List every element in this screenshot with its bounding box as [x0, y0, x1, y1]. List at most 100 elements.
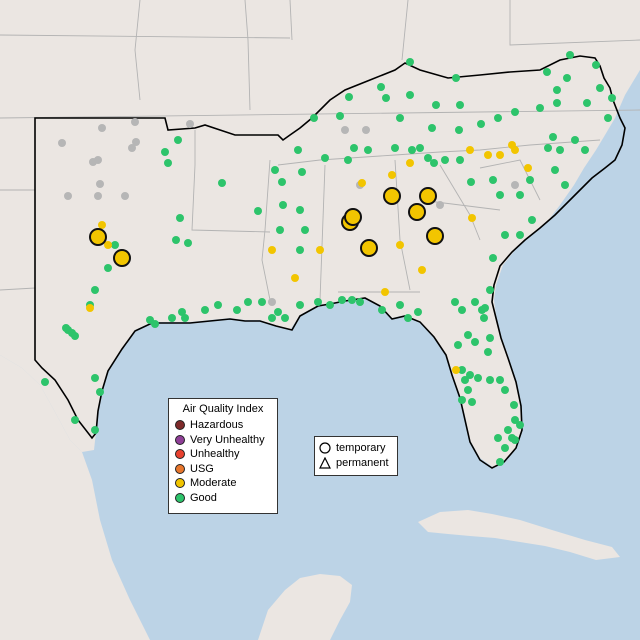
good-monitor-point[interactable]: [176, 214, 184, 222]
good-monitor-point[interactable]: [561, 181, 569, 189]
good-monitor-point[interactable]: [516, 191, 524, 199]
good-monitor-point[interactable]: [404, 314, 412, 322]
good-monitor-point[interactable]: [526, 176, 534, 184]
good-monitor-point[interactable]: [496, 191, 504, 199]
moderate-monitor-point[interactable]: [468, 214, 476, 222]
good-monitor-point[interactable]: [278, 178, 286, 186]
good-monitor-point[interactable]: [452, 74, 460, 82]
temporary-monitor-point[interactable]: [344, 208, 362, 226]
moderate-monitor-point[interactable]: [418, 266, 426, 274]
moderate-monitor-point[interactable]: [316, 246, 324, 254]
good-monitor-point[interactable]: [274, 308, 282, 316]
good-monitor-point[interactable]: [276, 226, 284, 234]
good-monitor-point[interactable]: [592, 61, 600, 69]
moderate-monitor-point[interactable]: [104, 241, 112, 249]
moderate-monitor-point[interactable]: [406, 159, 414, 167]
good-monitor-point[interactable]: [454, 341, 462, 349]
good-monitor-point[interactable]: [528, 216, 536, 224]
good-monitor-point[interactable]: [268, 314, 276, 322]
no-data-monitor-point[interactable]: [128, 144, 136, 152]
good-monitor-point[interactable]: [406, 91, 414, 99]
moderate-monitor-point[interactable]: [98, 221, 106, 229]
good-monitor-point[interactable]: [486, 286, 494, 294]
good-monitor-point[interactable]: [254, 207, 262, 215]
good-monitor-point[interactable]: [396, 301, 404, 309]
good-monitor-point[interactable]: [218, 179, 226, 187]
temporary-monitor-point[interactable]: [89, 228, 107, 246]
good-monitor-point[interactable]: [336, 112, 344, 120]
good-monitor-point[interactable]: [416, 144, 424, 152]
good-monitor-point[interactable]: [91, 426, 99, 434]
good-monitor-point[interactable]: [516, 421, 524, 429]
temporary-monitor-point[interactable]: [426, 227, 444, 245]
moderate-monitor-point[interactable]: [496, 151, 504, 159]
good-monitor-point[interactable]: [583, 99, 591, 107]
no-data-monitor-point[interactable]: [341, 126, 349, 134]
good-monitor-point[interactable]: [501, 386, 509, 394]
moderate-monitor-point[interactable]: [268, 246, 276, 254]
good-monitor-point[interactable]: [511, 108, 519, 116]
temporary-monitor-point[interactable]: [408, 203, 426, 221]
temporary-monitor-point[interactable]: [113, 249, 131, 267]
good-monitor-point[interactable]: [294, 146, 302, 154]
good-monitor-point[interactable]: [458, 306, 466, 314]
good-monitor-point[interactable]: [338, 296, 346, 304]
good-monitor-point[interactable]: [456, 101, 464, 109]
temporary-monitor-point[interactable]: [419, 187, 437, 205]
no-data-monitor-point[interactable]: [89, 158, 97, 166]
good-monitor-point[interactable]: [296, 206, 304, 214]
good-monitor-point[interactable]: [496, 458, 504, 466]
good-monitor-point[interactable]: [41, 378, 49, 386]
no-data-monitor-point[interactable]: [64, 192, 72, 200]
good-monitor-point[interactable]: [458, 396, 466, 404]
good-monitor-point[interactable]: [233, 306, 241, 314]
no-data-monitor-point[interactable]: [186, 120, 194, 128]
good-monitor-point[interactable]: [301, 226, 309, 234]
good-monitor-point[interactable]: [556, 146, 564, 154]
good-monitor-point[interactable]: [428, 124, 436, 132]
good-monitor-point[interactable]: [494, 114, 502, 122]
good-monitor-point[interactable]: [458, 366, 466, 374]
no-data-monitor-point[interactable]: [268, 298, 276, 306]
good-monitor-point[interactable]: [504, 426, 512, 434]
good-monitor-point[interactable]: [455, 126, 463, 134]
good-monitor-point[interactable]: [441, 156, 449, 164]
temporary-monitor-point[interactable]: [383, 187, 401, 205]
good-monitor-point[interactable]: [451, 298, 459, 306]
good-monitor-point[interactable]: [391, 144, 399, 152]
good-monitor-point[interactable]: [348, 296, 356, 304]
moderate-monitor-point[interactable]: [511, 146, 519, 154]
good-monitor-point[interactable]: [501, 444, 509, 452]
good-monitor-point[interactable]: [486, 334, 494, 342]
good-monitor-point[interactable]: [571, 136, 579, 144]
no-data-monitor-point[interactable]: [94, 192, 102, 200]
good-monitor-point[interactable]: [151, 320, 159, 328]
good-monitor-point[interactable]: [471, 298, 479, 306]
good-monitor-point[interactable]: [174, 136, 182, 144]
good-monitor-point[interactable]: [604, 114, 612, 122]
moderate-monitor-point[interactable]: [396, 241, 404, 249]
good-monitor-point[interactable]: [484, 348, 492, 356]
good-monitor-point[interactable]: [408, 146, 416, 154]
good-monitor-point[interactable]: [467, 178, 475, 186]
good-monitor-point[interactable]: [553, 99, 561, 107]
good-monitor-point[interactable]: [581, 146, 589, 154]
good-monitor-point[interactable]: [201, 306, 209, 314]
good-monitor-point[interactable]: [91, 286, 99, 294]
good-monitor-point[interactable]: [377, 83, 385, 91]
good-monitor-point[interactable]: [164, 159, 172, 167]
good-monitor-point[interactable]: [471, 338, 479, 346]
good-monitor-point[interactable]: [480, 314, 488, 322]
good-monitor-point[interactable]: [566, 51, 574, 59]
good-monitor-point[interactable]: [468, 398, 476, 406]
good-monitor-point[interactable]: [456, 156, 464, 164]
good-monitor-point[interactable]: [501, 231, 509, 239]
temporary-monitor-point[interactable]: [360, 239, 378, 257]
good-monitor-point[interactable]: [464, 386, 472, 394]
good-monitor-point[interactable]: [62, 324, 70, 332]
good-monitor-point[interactable]: [543, 68, 551, 76]
good-monitor-point[interactable]: [172, 236, 180, 244]
good-monitor-point[interactable]: [461, 376, 469, 384]
no-data-monitor-point[interactable]: [436, 201, 444, 209]
